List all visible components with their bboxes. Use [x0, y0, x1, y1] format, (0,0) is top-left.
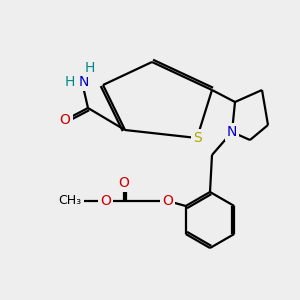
Text: N: N — [79, 75, 89, 89]
Text: O: O — [118, 176, 129, 190]
Text: O: O — [60, 113, 70, 127]
Text: O: O — [162, 194, 173, 208]
Text: CH₃: CH₃ — [58, 194, 82, 208]
Text: S: S — [193, 131, 201, 145]
Text: N: N — [227, 125, 237, 139]
Text: H: H — [85, 61, 95, 75]
Text: O: O — [100, 194, 111, 208]
Text: H: H — [65, 75, 75, 89]
